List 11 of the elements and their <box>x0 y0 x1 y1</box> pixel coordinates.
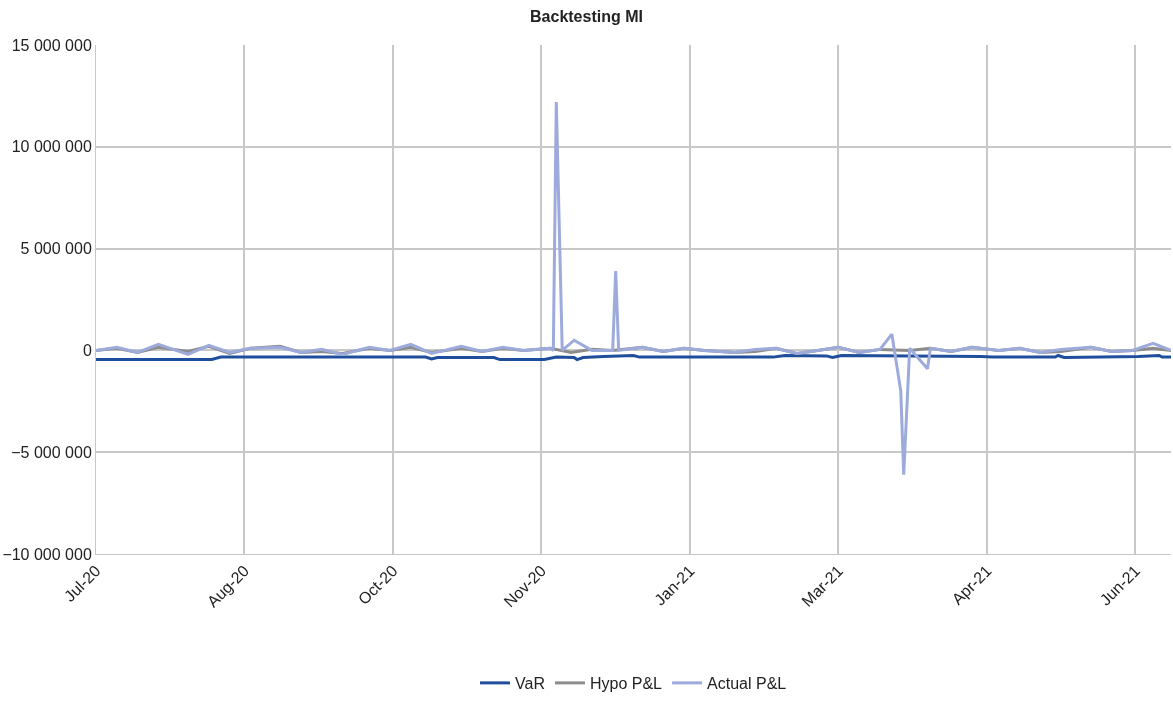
legend-label: Actual P&L <box>707 675 787 693</box>
y-tick-label: 0 <box>82 342 92 359</box>
legend-label: VaR <box>515 675 545 693</box>
y-tick-label: −5 000 000 <box>11 443 92 461</box>
chart-title: Backtesting MI <box>530 7 643 25</box>
y-tick-label: −10 000 000 <box>2 545 92 563</box>
legend-label: Hypo P&L <box>589 675 663 693</box>
y-tick-label: 10 000 000 <box>11 138 92 156</box>
line-series <box>96 100 1171 477</box>
y-tick-label: 5 000 000 <box>20 240 92 258</box>
y-tick-label: 15 000 000 <box>11 36 92 54</box>
